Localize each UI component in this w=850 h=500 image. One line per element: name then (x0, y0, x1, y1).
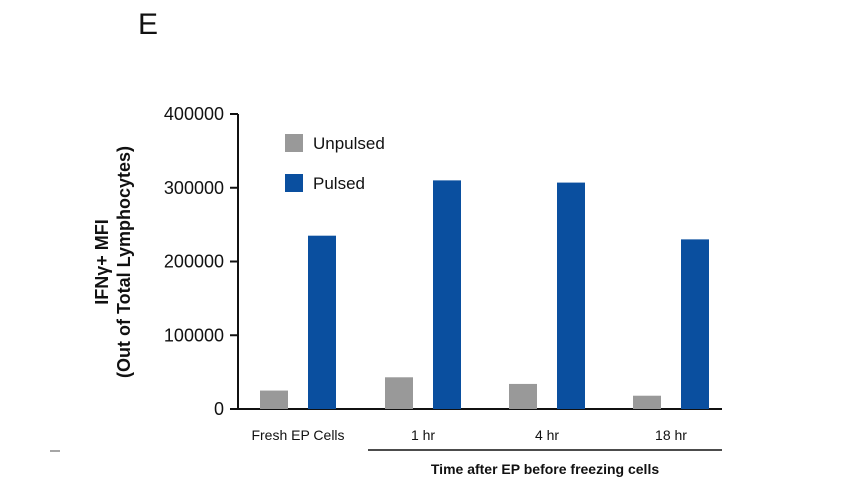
y-tick-label: 0 (214, 399, 224, 419)
y-axis-label: IFNγ+ MFI (Out of Total Lymphocytes) (92, 146, 134, 378)
legend-swatch-pulsed (285, 174, 303, 192)
bar-unpulsed (385, 377, 413, 409)
y-ticks: 400000 300000 200000 100000 0 (164, 104, 238, 419)
legend-swatch-unpulsed (285, 134, 303, 152)
x-category-label: Fresh EP Cells (251, 427, 344, 443)
bars (260, 180, 709, 409)
y-tick-label: 300000 (164, 178, 224, 198)
bar-pulsed (557, 182, 585, 409)
y-tick-label: 100000 (164, 325, 224, 345)
bar-unpulsed (633, 395, 661, 409)
bar-pulsed (681, 239, 709, 409)
y-axis-label-line1: IFNγ+ MFI (92, 219, 112, 305)
legend-label-unpulsed: Unpulsed (313, 134, 385, 153)
x-category-label: 18 hr (655, 427, 687, 443)
legend: Unpulsed Pulsed (285, 134, 385, 193)
x-category-label: 4 hr (535, 427, 559, 443)
y-tick-label: 200000 (164, 252, 224, 272)
bar-pulsed (433, 180, 461, 409)
y-tick-label: 400000 (164, 104, 224, 124)
x-category-label: 1 hr (411, 427, 435, 443)
panel-letter: E (138, 8, 159, 41)
category-labels: Fresh EP Cells 1 hr 4 hr 18 hr (251, 427, 687, 443)
bar-pulsed (308, 235, 336, 409)
bar-unpulsed (260, 390, 288, 409)
bar-unpulsed (509, 383, 537, 409)
x-group-label: Time after EP before freezing cells (431, 461, 659, 477)
legend-label-pulsed: Pulsed (313, 174, 365, 193)
y-axis-label-line2: (Out of Total Lymphocytes) (114, 146, 134, 378)
